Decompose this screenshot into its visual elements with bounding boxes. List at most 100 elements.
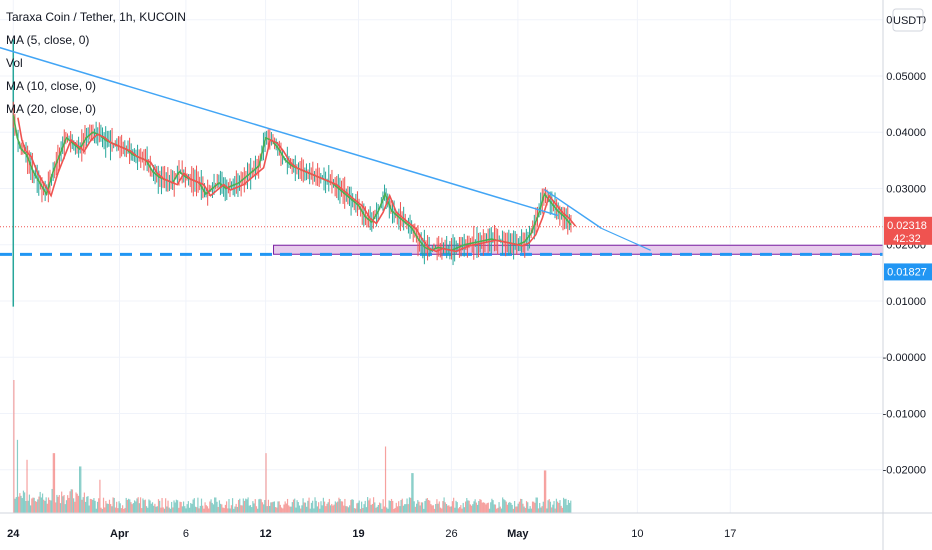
volume-bar bbox=[45, 497, 47, 513]
volume-bar bbox=[370, 504, 372, 513]
volume-bar bbox=[209, 501, 211, 513]
volume-bar bbox=[74, 501, 76, 513]
indicator-ma10[interactable]: MA (10, close, 0) bbox=[6, 79, 97, 93]
volume-bar bbox=[513, 501, 516, 513]
volume-bar bbox=[28, 494, 31, 513]
volume-bar bbox=[387, 508, 389, 513]
volume-bar bbox=[377, 504, 379, 513]
volume-bar bbox=[492, 500, 494, 513]
volume-bar bbox=[328, 498, 330, 513]
volume-bar bbox=[484, 502, 486, 513]
volume-bar bbox=[276, 507, 278, 513]
volume-bar bbox=[125, 497, 127, 513]
volume-bar bbox=[303, 502, 305, 513]
y-tick-label: 0.01000 bbox=[886, 296, 926, 308]
volume-bar bbox=[136, 498, 138, 513]
volume-bar bbox=[27, 500, 29, 513]
volume-bar bbox=[372, 497, 375, 513]
volume-bar bbox=[267, 499, 270, 513]
volume-bar bbox=[438, 501, 440, 513]
volume-bar bbox=[43, 499, 45, 513]
volume-bar bbox=[228, 499, 230, 513]
volume-bar bbox=[369, 498, 371, 513]
volume-bar bbox=[394, 507, 396, 513]
volume-bar bbox=[399, 506, 401, 513]
volume-bar bbox=[220, 503, 222, 513]
volume-bar bbox=[290, 506, 292, 513]
volume-bar bbox=[22, 490, 25, 513]
volume-bar bbox=[506, 504, 509, 513]
volume-bar bbox=[554, 508, 556, 513]
volume-bar bbox=[487, 502, 489, 513]
currency-badge-box bbox=[892, 8, 924, 32]
indicator-ma20[interactable]: MA (20, close, 0) bbox=[6, 102, 97, 116]
volume-bar bbox=[494, 504, 497, 513]
ma10-line bbox=[17, 117, 577, 253]
volume-bar bbox=[100, 507, 102, 513]
volume-bar bbox=[448, 505, 450, 513]
x-tick-label: 19 bbox=[352, 528, 364, 540]
volume-bar bbox=[116, 501, 118, 513]
volume-bar bbox=[298, 505, 301, 513]
volume-bar bbox=[420, 502, 422, 513]
volume-bar bbox=[117, 508, 119, 513]
volume-bar bbox=[31, 498, 33, 513]
volume-bar bbox=[294, 498, 296, 513]
volume-bar bbox=[19, 493, 21, 513]
volume-bar bbox=[476, 504, 479, 513]
volume-bar bbox=[65, 500, 68, 513]
volume-bar bbox=[352, 499, 354, 513]
trendline-extension bbox=[601, 227, 651, 251]
volume-bar bbox=[52, 453, 54, 513]
support-zone bbox=[273, 244, 884, 255]
volume-bar bbox=[130, 502, 132, 513]
volume-bar bbox=[283, 504, 285, 513]
volume-bar bbox=[555, 498, 558, 513]
volume-bar bbox=[462, 502, 464, 513]
volume-bar bbox=[253, 503, 255, 513]
volume-bar bbox=[367, 497, 369, 513]
volume-bar bbox=[139, 497, 142, 513]
volume-bar bbox=[364, 500, 366, 513]
volume-bar bbox=[410, 497, 412, 513]
volume-bar bbox=[412, 473, 414, 513]
volume-bar bbox=[154, 503, 156, 513]
volume-bar bbox=[539, 502, 541, 513]
volume-bar bbox=[358, 500, 360, 513]
volume-bar bbox=[92, 499, 94, 513]
volume-bar bbox=[302, 498, 304, 513]
volume-bar bbox=[155, 506, 157, 513]
volume-bar bbox=[56, 494, 58, 513]
volume-bar bbox=[133, 500, 136, 513]
trendlines bbox=[0, 46, 651, 251]
volume-bar bbox=[510, 502, 512, 513]
volume-bar bbox=[46, 503, 48, 513]
volume-bar bbox=[546, 508, 548, 513]
volume-bar bbox=[171, 501, 173, 513]
volume-bar bbox=[560, 505, 562, 513]
volume-bar bbox=[344, 498, 346, 513]
volume-bar bbox=[225, 501, 228, 513]
volume-bar bbox=[389, 500, 391, 513]
volume-bar bbox=[558, 503, 560, 513]
indicator-ma5[interactable]: MA (5, close, 0) bbox=[6, 33, 90, 47]
volume-bar bbox=[245, 498, 247, 513]
volume-bar bbox=[300, 508, 302, 513]
volume-bar bbox=[62, 496, 64, 513]
volume-bar bbox=[231, 498, 234, 513]
volume-bar bbox=[151, 502, 154, 513]
level-badge-box bbox=[884, 263, 932, 281]
volume-bar bbox=[270, 502, 272, 513]
volume-bar bbox=[194, 506, 197, 513]
volume-bar bbox=[95, 508, 97, 513]
volume-bar bbox=[486, 503, 488, 513]
volume-bar bbox=[58, 495, 60, 513]
volume-bar bbox=[132, 503, 134, 513]
volume-bar bbox=[156, 506, 158, 513]
volume-bar bbox=[69, 491, 71, 513]
volume-bar bbox=[496, 508, 498, 513]
volume-bar bbox=[169, 508, 172, 513]
volume-bar bbox=[223, 508, 225, 513]
indicator-vol[interactable]: Vol bbox=[6, 56, 23, 70]
